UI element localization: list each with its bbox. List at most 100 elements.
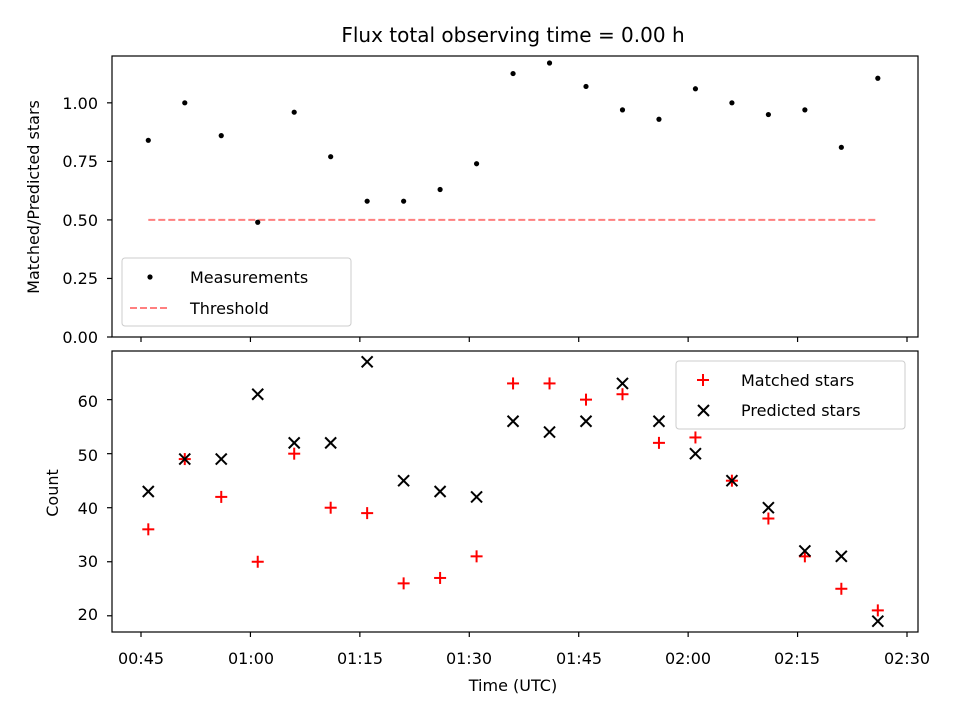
predicted-star-point [579, 415, 593, 428]
measurement-point [437, 186, 443, 193]
measurement-point [838, 144, 844, 150]
predicted-star-point [360, 355, 374, 369]
predicted-star-point [871, 614, 885, 628]
bottom-y-ticks: 20 30 40 50 60 [78, 392, 98, 624]
x-tick-label: 01:00 [228, 649, 274, 668]
legend-label-measurements: Measurements [190, 268, 308, 287]
predicted-star-point [689, 447, 702, 460]
measurement-point [765, 111, 771, 118]
y-tick-label: 50 [78, 446, 98, 465]
predicted-star-point [652, 415, 666, 428]
measurement-point [291, 109, 297, 115]
y-tick-label: 30 [78, 552, 98, 571]
predicted-star-point [762, 501, 775, 514]
legend-dot-marker [147, 274, 153, 280]
chart-marks [142, 60, 885, 628]
y-tick-label: 20 [78, 605, 98, 624]
predicted-star-point [470, 490, 483, 504]
measurement-point [546, 60, 553, 66]
matched-star-point [580, 393, 593, 406]
chart-title: Flux total observing time = 0.00 h [341, 23, 684, 47]
x-tick-label: 00:45 [118, 649, 164, 668]
measurement-point [875, 75, 881, 81]
x-tick-label: 01:30 [446, 649, 492, 668]
y-tick-label: 0.75 [62, 152, 98, 171]
measurement-point [729, 100, 735, 106]
predicted-star-point [397, 474, 410, 487]
measurement-point [692, 86, 699, 92]
axes [107, 55, 919, 637]
matched-star-point [616, 388, 629, 401]
top-panel: 0.00 0.25 0.50 0.75 1.00 Matched/Predict… [24, 94, 98, 347]
measurement-point [656, 116, 662, 122]
matched-star-point [288, 447, 301, 460]
predicted-star-point [215, 452, 228, 466]
y-tick-label: 0.25 [62, 269, 98, 288]
matched-star-point [762, 512, 775, 525]
measurement-point [473, 161, 480, 167]
x-tick-label: 02:00 [665, 649, 711, 668]
y-tick-label: 60 [78, 392, 98, 411]
measurement-point [401, 198, 407, 204]
x-tick-label: 02:30 [884, 649, 930, 668]
predicted-star-point [178, 452, 191, 466]
predicted-star-point [725, 474, 739, 487]
y-tick-label: 40 [78, 499, 98, 518]
legend-label-threshold: Threshold [189, 299, 269, 318]
matched-star-point [652, 436, 665, 449]
matched-star-point [835, 582, 848, 595]
x-tick-label: 02:15 [774, 649, 820, 668]
bottom-legend-box [675, 360, 906, 430]
legend-label-matched: Matched stars [741, 371, 854, 390]
measurement-point [255, 219, 261, 225]
top-legend-box [121, 257, 352, 327]
x-tick-label: 01:45 [556, 649, 602, 668]
x-axis-label: Time (UTC) [468, 676, 557, 695]
measurement-point [802, 107, 808, 113]
y-tick-label: 0.50 [62, 211, 98, 230]
measurement-point [218, 133, 224, 139]
x-tick-label: 01:15 [337, 649, 383, 668]
top-y-ticks: 0.00 0.25 0.50 0.75 1.00 [62, 94, 98, 347]
predicted-star-point [251, 388, 264, 401]
legend-label-predicted: Predicted stars [741, 401, 861, 420]
y-tick-label: 1.00 [62, 94, 98, 113]
matched-star-point [434, 571, 447, 584]
measurement-point [182, 100, 188, 106]
matched-star-point [142, 523, 155, 536]
predicted-star-point [798, 544, 812, 558]
matched-star-point [543, 377, 556, 390]
bottom-axes-frame [111, 350, 919, 633]
bottom-y-axis-label: Count [43, 469, 62, 517]
matched-star-point [251, 555, 264, 568]
measurement-point [328, 154, 334, 160]
predicted-star-point [835, 550, 848, 563]
measurement-point [364, 198, 370, 204]
matched-star-point [507, 377, 520, 390]
bottom-legend: Matched stars Predicted stars [675, 360, 906, 430]
y-tick-label: 0.00 [62, 328, 98, 347]
matched-star-point [215, 490, 228, 503]
matched-star-point [361, 507, 374, 520]
bottom-x-ticks: 00:45 01:00 01:15 01:30 01:45 02:00 02:1… [118, 649, 930, 668]
matched-star-point [689, 431, 702, 444]
top-y-axis-label: Matched/Predicted stars [24, 100, 43, 294]
matched-star-point [324, 501, 337, 514]
bottom-panel: 20 30 40 50 60 00:45 01:00 01:15 01:30 0… [43, 392, 930, 695]
top-legend: Measurements Threshold [121, 257, 352, 327]
matched-star-point [397, 577, 410, 590]
measurement-point [619, 107, 626, 113]
top-axes-frame [111, 55, 919, 338]
legend-plus-marker [697, 374, 709, 386]
measurement-point [510, 70, 516, 77]
predicted-star-point [616, 377, 629, 390]
predicted-star-point [287, 436, 301, 450]
matched-star-point [470, 550, 483, 563]
matched-star-point [871, 604, 884, 617]
predicted-star-point [324, 436, 337, 450]
predicted-star-point [543, 425, 556, 439]
measurement-point [145, 137, 151, 143]
predicted-star-point [506, 415, 520, 428]
